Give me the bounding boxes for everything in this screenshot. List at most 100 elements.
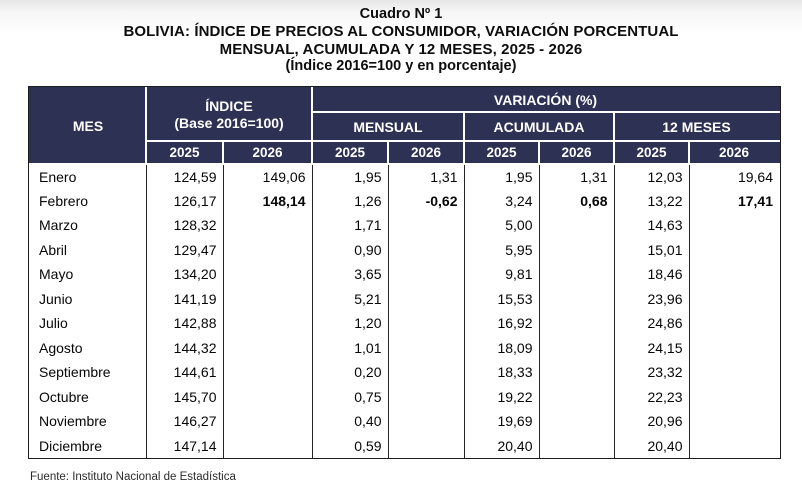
cell-indice-2025: 142,88 [145,311,224,336]
cell-indice-2025: 144,32 [145,335,224,360]
table-row: Noviembre 146,27 0,40 19,69 20,96 [30,409,779,434]
table-row: Agosto 144,32 1,01 18,09 24,15 [30,335,779,360]
cell-12meses-2026 [688,360,779,385]
cell-acumulada-2026 [538,409,615,434]
cell-indice-2025: 128,32 [145,213,224,238]
cell-acumulada-2025: 18,09 [463,335,540,360]
table-subtitle: (Índice 2016=100 y en porcentaje) [285,57,517,74]
cell-acumulada-2026 [538,286,615,311]
cell-indice-2026 [222,409,313,434]
cell-12meses-2025: 13,22 [613,188,690,213]
cell-indice-2026 [222,262,313,287]
cell-acumulada-2026: 1,31 [538,164,615,189]
cell-mensual-2025: 0,40 [311,409,389,434]
month-cell: Septiembre [30,360,147,385]
ipc-table: MES ÍNDICE (Base 2016=100) VARIACIÓN (%)… [29,87,780,458]
source-note: Fuente: Instituto Nacional de Estadístic… [30,471,236,483]
col-header-acumulada: ACUMULADA [463,111,615,142]
month-cell: Octubre [30,384,147,409]
cell-12meses-2025: 24,15 [613,335,690,360]
table-row: Septiembre 144,61 0,20 18,33 23,32 [30,360,779,385]
cell-mensual-2026 [387,237,465,262]
col-header-indice: ÍNDICE (Base 2016=100) [145,87,313,142]
month-cell: Enero [30,164,147,189]
cell-12meses-2026: 17,41 [688,188,779,213]
cell-mensual-2026 [387,311,465,336]
table-row: Octubre 145,70 0,75 19,22 22,23 [30,384,779,409]
month-cell: Julio [30,311,147,336]
cell-12meses-2025: 12,03 [613,164,690,189]
cell-indice-2026 [222,335,313,360]
cell-mensual-2025: 0,90 [311,237,389,262]
cell-12meses-2025: 18,46 [613,262,690,287]
cell-acumulada-2026 [538,433,615,458]
table-row: Junio 141,19 5,21 15,53 23,96 [30,286,779,311]
cell-indice-2026 [222,237,313,262]
cell-acumulada-2025: 1,95 [463,164,540,189]
cell-indice-2025: 144,61 [145,360,224,385]
cell-acumulada-2025: 20,40 [463,433,540,458]
cell-acumulada-2026 [538,335,615,360]
cell-indice-2025: 147,14 [145,433,224,458]
cell-12meses-2025: 22,23 [613,384,690,409]
cell-indice-2026 [222,360,313,385]
month-cell: Febrero [30,188,147,213]
cell-acumulada-2026 [538,213,615,238]
cell-mensual-2025: 0,59 [311,433,389,458]
cell-12meses-2026: 19,64 [688,164,779,189]
cell-12meses-2025: 15,01 [613,237,690,262]
table-row: Febrero 126,17 148,14 1,26 -0,62 3,24 0,68 13,2… [30,188,779,213]
cell-12meses-2026 [688,262,779,287]
cell-mensual-2026 [387,262,465,287]
cell-12meses-2026 [688,433,779,458]
cell-mensual-2025: 1,71 [311,213,389,238]
cell-mensual-2025: 1,26 [311,188,389,213]
cell-indice-2025: 145,70 [145,384,224,409]
month-cell: Agosto [30,335,147,360]
cell-mensual-2026 [387,360,465,385]
cell-indice-2026 [222,213,313,238]
cell-12meses-2025: 20,96 [613,409,690,434]
col-header-12meses: 12 MESES [613,111,780,142]
cell-mensual-2026 [387,286,465,311]
cell-indice-2025: 126,17 [145,188,224,213]
cell-acumulada-2026 [538,262,615,287]
cell-12meses-2026 [688,286,779,311]
cell-indice-2026 [222,433,313,458]
cell-12meses-2025: 24,86 [613,311,690,336]
month-cell: Diciembre [30,433,147,458]
cell-acumulada-2025: 3,24 [463,188,540,213]
cell-mensual-2026: -0,62 [387,188,465,213]
cell-mensual-2025: 1,01 [311,335,389,360]
cell-acumulada-2026 [538,360,615,385]
cell-mensual-2026 [387,213,465,238]
cell-12meses-2026 [688,213,779,238]
cell-acumulada-2026: 0,68 [538,188,615,213]
table-header: MES ÍNDICE (Base 2016=100) VARIACIÓN (%)… [29,87,780,165]
col-header-mes: MES [29,87,147,165]
cell-mensual-2025: 0,20 [311,360,389,385]
table-body: Enero 124,59 149,06 1,95 1,31 1,95 1,31 12,03 19… [30,164,779,458]
cell-12meses-2025: 14,63 [613,213,690,238]
col-header-mensual-2026: 2026 [387,140,465,165]
col-header-12meses-2025: 2025 [613,140,690,165]
cell-mensual-2026: 1,31 [387,164,465,189]
col-header-12meses-2026: 2026 [688,140,780,165]
cell-mensual-2025: 1,95 [311,164,389,189]
cell-acumulada-2025: 5,00 [463,213,540,238]
cell-indice-2025: 146,27 [145,409,224,434]
cell-mensual-2026 [387,409,465,434]
cell-mensual-2025: 0,75 [311,384,389,409]
col-header-acumulada-2026: 2026 [538,140,615,165]
cell-12meses-2025: 23,32 [613,360,690,385]
col-header-variacion: VARIACIÓN (%) [311,87,780,113]
cell-indice-2025: 141,19 [145,286,224,311]
table-row: Julio 142,88 1,20 16,92 24,86 [30,311,779,336]
cell-acumulada-2025: 18,33 [463,360,540,385]
cell-indice-2026 [222,311,313,336]
ipc-table-wrap: MES ÍNDICE (Base 2016=100) VARIACIÓN (%)… [28,86,781,459]
cell-indice-2025: 134,20 [145,262,224,287]
col-header-mensual-2025: 2025 [311,140,389,165]
cell-mensual-2026 [387,433,465,458]
